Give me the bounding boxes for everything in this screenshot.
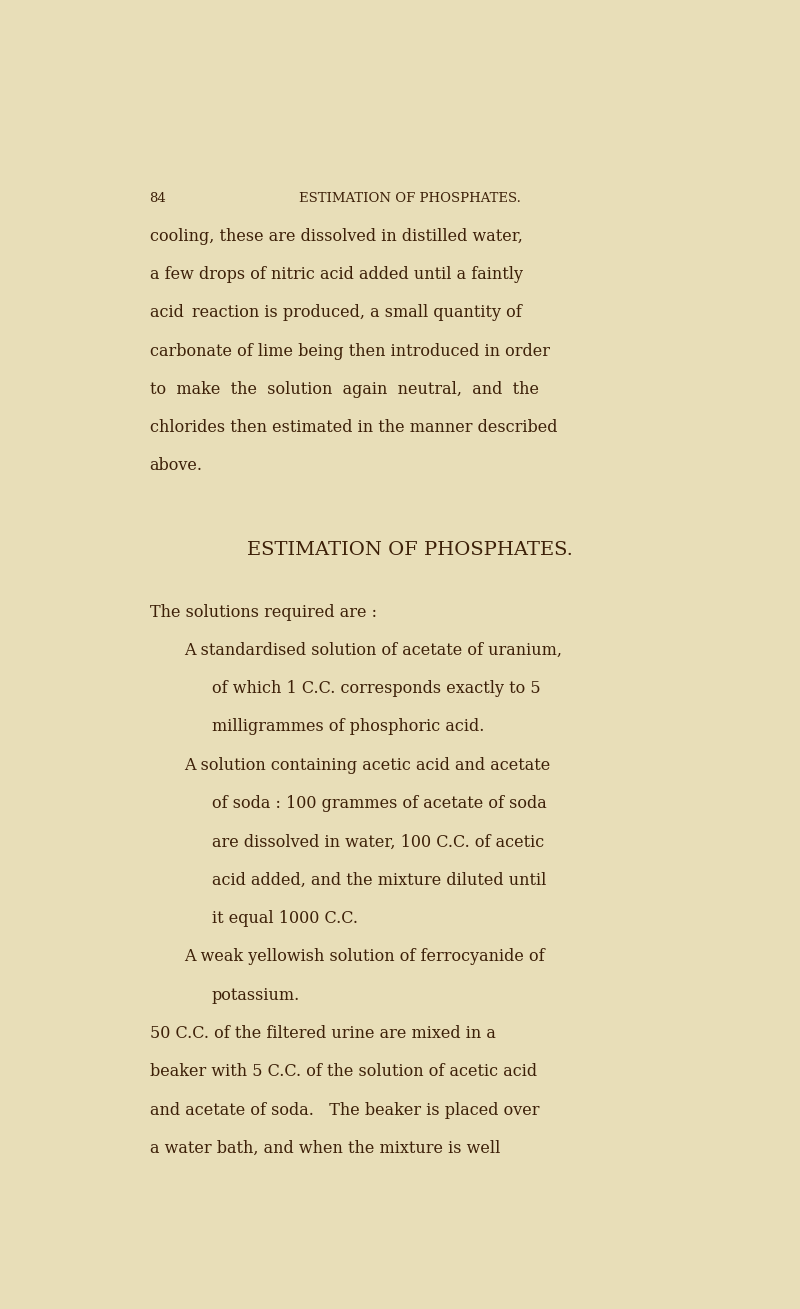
Text: The solutions required are :: The solutions required are : [150, 603, 377, 620]
Text: it equal 1000 C.C.: it equal 1000 C.C. [211, 910, 358, 927]
Text: to  make  the  solution  again  neutral,  and  the: to make the solution again neutral, and … [150, 381, 538, 398]
Text: acid added, and the mixture diluted until: acid added, and the mixture diluted unti… [211, 872, 546, 889]
Text: 84: 84 [150, 192, 166, 206]
Text: acid reaction is produced, a small quantity of: acid reaction is produced, a small quant… [150, 304, 522, 321]
Text: of which 1 C.C. corresponds exactly to 5: of which 1 C.C. corresponds exactly to 5 [211, 681, 540, 698]
Text: and acetate of soda.   The beaker is placed over: and acetate of soda. The beaker is place… [150, 1101, 539, 1118]
Text: chlorides then estimated in the manner described: chlorides then estimated in the manner d… [150, 419, 557, 436]
Text: of soda : 100 grammes of acetate of soda: of soda : 100 grammes of acetate of soda [211, 795, 546, 812]
Text: carbonate of lime being then introduced in order: carbonate of lime being then introduced … [150, 343, 550, 360]
Text: cooling, these are dissolved in distilled water,: cooling, these are dissolved in distille… [150, 228, 522, 245]
Text: potassium.: potassium. [211, 987, 300, 1004]
Text: 50 C.C. of the filtered urine are mixed in a: 50 C.C. of the filtered urine are mixed … [150, 1025, 495, 1042]
Text: A standardised solution of acetate of uranium,: A standardised solution of acetate of ur… [184, 641, 562, 658]
Text: a few drops of nitric acid added until a faintly: a few drops of nitric acid added until a… [150, 266, 522, 283]
Text: beaker with 5 C.C. of the solution of acetic acid: beaker with 5 C.C. of the solution of ac… [150, 1063, 537, 1080]
Text: above.: above. [150, 457, 202, 474]
Text: A solution containing acetic acid and acetate: A solution containing acetic acid and ac… [184, 757, 550, 774]
Text: are dissolved in water, 100 C.C. of acetic: are dissolved in water, 100 C.C. of acet… [211, 834, 544, 851]
Text: milligrammes of phosphoric acid.: milligrammes of phosphoric acid. [211, 719, 484, 736]
Text: A weak yellowish solution of ferrocyanide of: A weak yellowish solution of ferrocyanid… [184, 948, 544, 965]
Text: a water bath, and when the mixture is well: a water bath, and when the mixture is we… [150, 1140, 500, 1157]
Text: ESTIMATION OF PHOSPHATES.: ESTIMATION OF PHOSPHATES. [247, 541, 573, 559]
Text: ESTIMATION OF PHOSPHATES.: ESTIMATION OF PHOSPHATES. [299, 192, 521, 206]
